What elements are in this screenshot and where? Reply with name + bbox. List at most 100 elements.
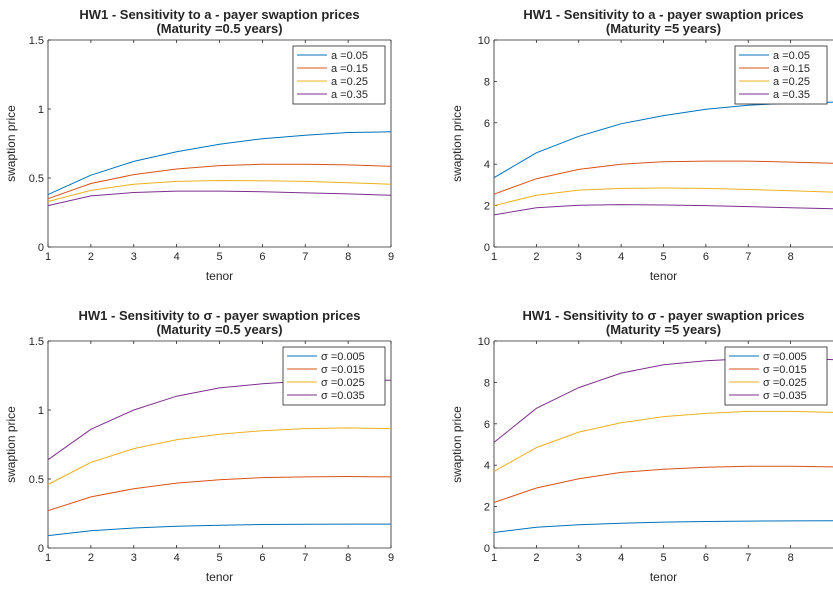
x-tick-label: 3	[576, 552, 582, 564]
legend-entry: a =0.15	[331, 63, 368, 75]
y-tick-label: 1.5	[29, 336, 44, 348]
y-tick-label: 0.5	[29, 173, 44, 185]
x-axis-label: tenor	[650, 570, 677, 584]
legend-entry: a =0.35	[773, 89, 810, 101]
x-tick-label: 3	[131, 251, 137, 263]
legend: a =0.05a =0.15a =0.25a =0.35	[292, 45, 386, 105]
series-line-2	[493, 465, 833, 503]
x-tick-label: 8	[788, 251, 794, 263]
legend-entry: σ =0.035	[763, 390, 807, 402]
x-tick-label: 1	[491, 251, 497, 263]
legend-entry: σ =0.015	[321, 364, 365, 376]
legend-entry: a =0.05	[331, 50, 368, 62]
y-axis-label: swaption price	[450, 105, 464, 182]
chart-title: HW1 - Sensitivity to a - payer swaption …	[79, 7, 359, 22]
x-tick-label: 9	[388, 251, 394, 263]
y-tick-label: 0.5	[29, 474, 44, 486]
y-tick-label: 0	[484, 543, 490, 555]
x-axis-label: tenor	[206, 269, 233, 283]
legend-entry: σ =0.025	[321, 377, 365, 389]
chart-title: HW1 - Sensitivity to a - payer swaption …	[523, 7, 803, 22]
legend-entry: a =0.25	[773, 76, 810, 88]
x-tick-label: 5	[660, 552, 666, 564]
legend-entry: a =0.25	[331, 76, 368, 88]
y-tick-label: 1	[38, 405, 44, 417]
series-line-3	[493, 410, 833, 472]
x-tick-label: 1	[45, 552, 51, 564]
y-tick-label: 6	[484, 419, 490, 431]
series-line-1	[493, 101, 833, 179]
x-tick-label: 2	[88, 552, 94, 564]
legend-entry: a =0.05	[773, 50, 810, 62]
x-axis-label: tenor	[650, 269, 677, 283]
chart-panel-2: HW1 - Sensitivity to a - payer swaption …	[450, 7, 833, 283]
series-line-3	[493, 187, 833, 207]
y-tick-label: 4	[484, 159, 490, 171]
legend-entry: a =0.15	[773, 63, 810, 75]
x-tick-label: 5	[216, 552, 222, 564]
x-tick-label: 6	[703, 552, 709, 564]
y-tick-label: 0	[38, 543, 44, 555]
x-tick-label: 2	[533, 251, 539, 263]
legend-entry: σ =0.015	[763, 364, 807, 376]
chart-subtitle: (Maturity =5 years)	[606, 21, 721, 36]
chart-title: HW1 - Sensitivity to σ - payer swaption …	[79, 308, 361, 323]
x-tick-label: 6	[703, 251, 709, 263]
x-tick-label: 1	[45, 251, 51, 263]
x-tick-label: 4	[174, 552, 180, 564]
x-tick-label: 5	[216, 251, 222, 263]
y-tick-label: 1.5	[29, 35, 44, 47]
legend: a =0.05a =0.15a =0.25a =0.35	[734, 45, 828, 105]
x-tick-label: 2	[88, 251, 94, 263]
chart-subtitle: (Maturity =0.5 years)	[156, 322, 282, 337]
x-tick-label: 8	[788, 552, 794, 564]
series-line-2	[47, 163, 392, 200]
y-tick-label: 0	[38, 242, 44, 254]
x-tick-label: 7	[302, 552, 308, 564]
legend-entry: σ =0.035	[321, 390, 365, 402]
legend-entry: σ =0.005	[763, 351, 807, 363]
legend-entry: σ =0.005	[321, 351, 365, 363]
chart-panel-4: HW1 - Sensitivity to σ - payer swaption …	[450, 308, 833, 584]
x-axis-label: tenor	[206, 570, 233, 584]
x-tick-label: 6	[259, 251, 265, 263]
x-tick-label: 7	[745, 552, 751, 564]
chart-subtitle: (Maturity =5 years)	[606, 322, 721, 337]
x-tick-label: 4	[618, 552, 624, 564]
series-line-1	[47, 523, 391, 537]
series-line-2	[493, 160, 833, 195]
series-line-3	[47, 427, 392, 485]
series-line-4	[47, 190, 392, 207]
x-tick-label: 6	[259, 552, 265, 564]
series-line-3	[47, 179, 392, 202]
x-tick-label: 4	[618, 251, 624, 263]
y-tick-label: 8	[484, 76, 490, 88]
legend-entry: σ =0.025	[763, 377, 807, 389]
x-tick-label: 1	[491, 552, 497, 564]
y-tick-label: 8	[484, 377, 490, 389]
x-tick-label: 7	[302, 251, 308, 263]
x-tick-label: 7	[745, 251, 751, 263]
chart-subtitle: (Maturity =0.5 years)	[156, 21, 282, 36]
series-line-1	[47, 131, 392, 196]
x-tick-label: 2	[533, 552, 539, 564]
y-axis-label: swaption price	[4, 406, 18, 483]
x-tick-label: 4	[174, 251, 180, 263]
y-tick-label: 10	[478, 336, 490, 348]
y-tick-label: 1	[38, 104, 44, 116]
chart-panel-3: HW1 - Sensitivity to σ - payer swaption …	[4, 308, 394, 584]
y-tick-label: 4	[484, 460, 490, 472]
series-line-4	[493, 204, 833, 216]
series-line-1	[493, 520, 833, 533]
x-tick-label: 8	[345, 251, 351, 263]
y-tick-label: 6	[484, 118, 490, 130]
y-tick-label: 2	[484, 201, 490, 213]
y-axis-label: swaption price	[450, 406, 464, 483]
y-tick-label: 2	[484, 502, 490, 514]
x-tick-label: 5	[660, 251, 666, 263]
chart-panel-1: HW1 - Sensitivity to a - payer swaption …	[4, 7, 394, 283]
